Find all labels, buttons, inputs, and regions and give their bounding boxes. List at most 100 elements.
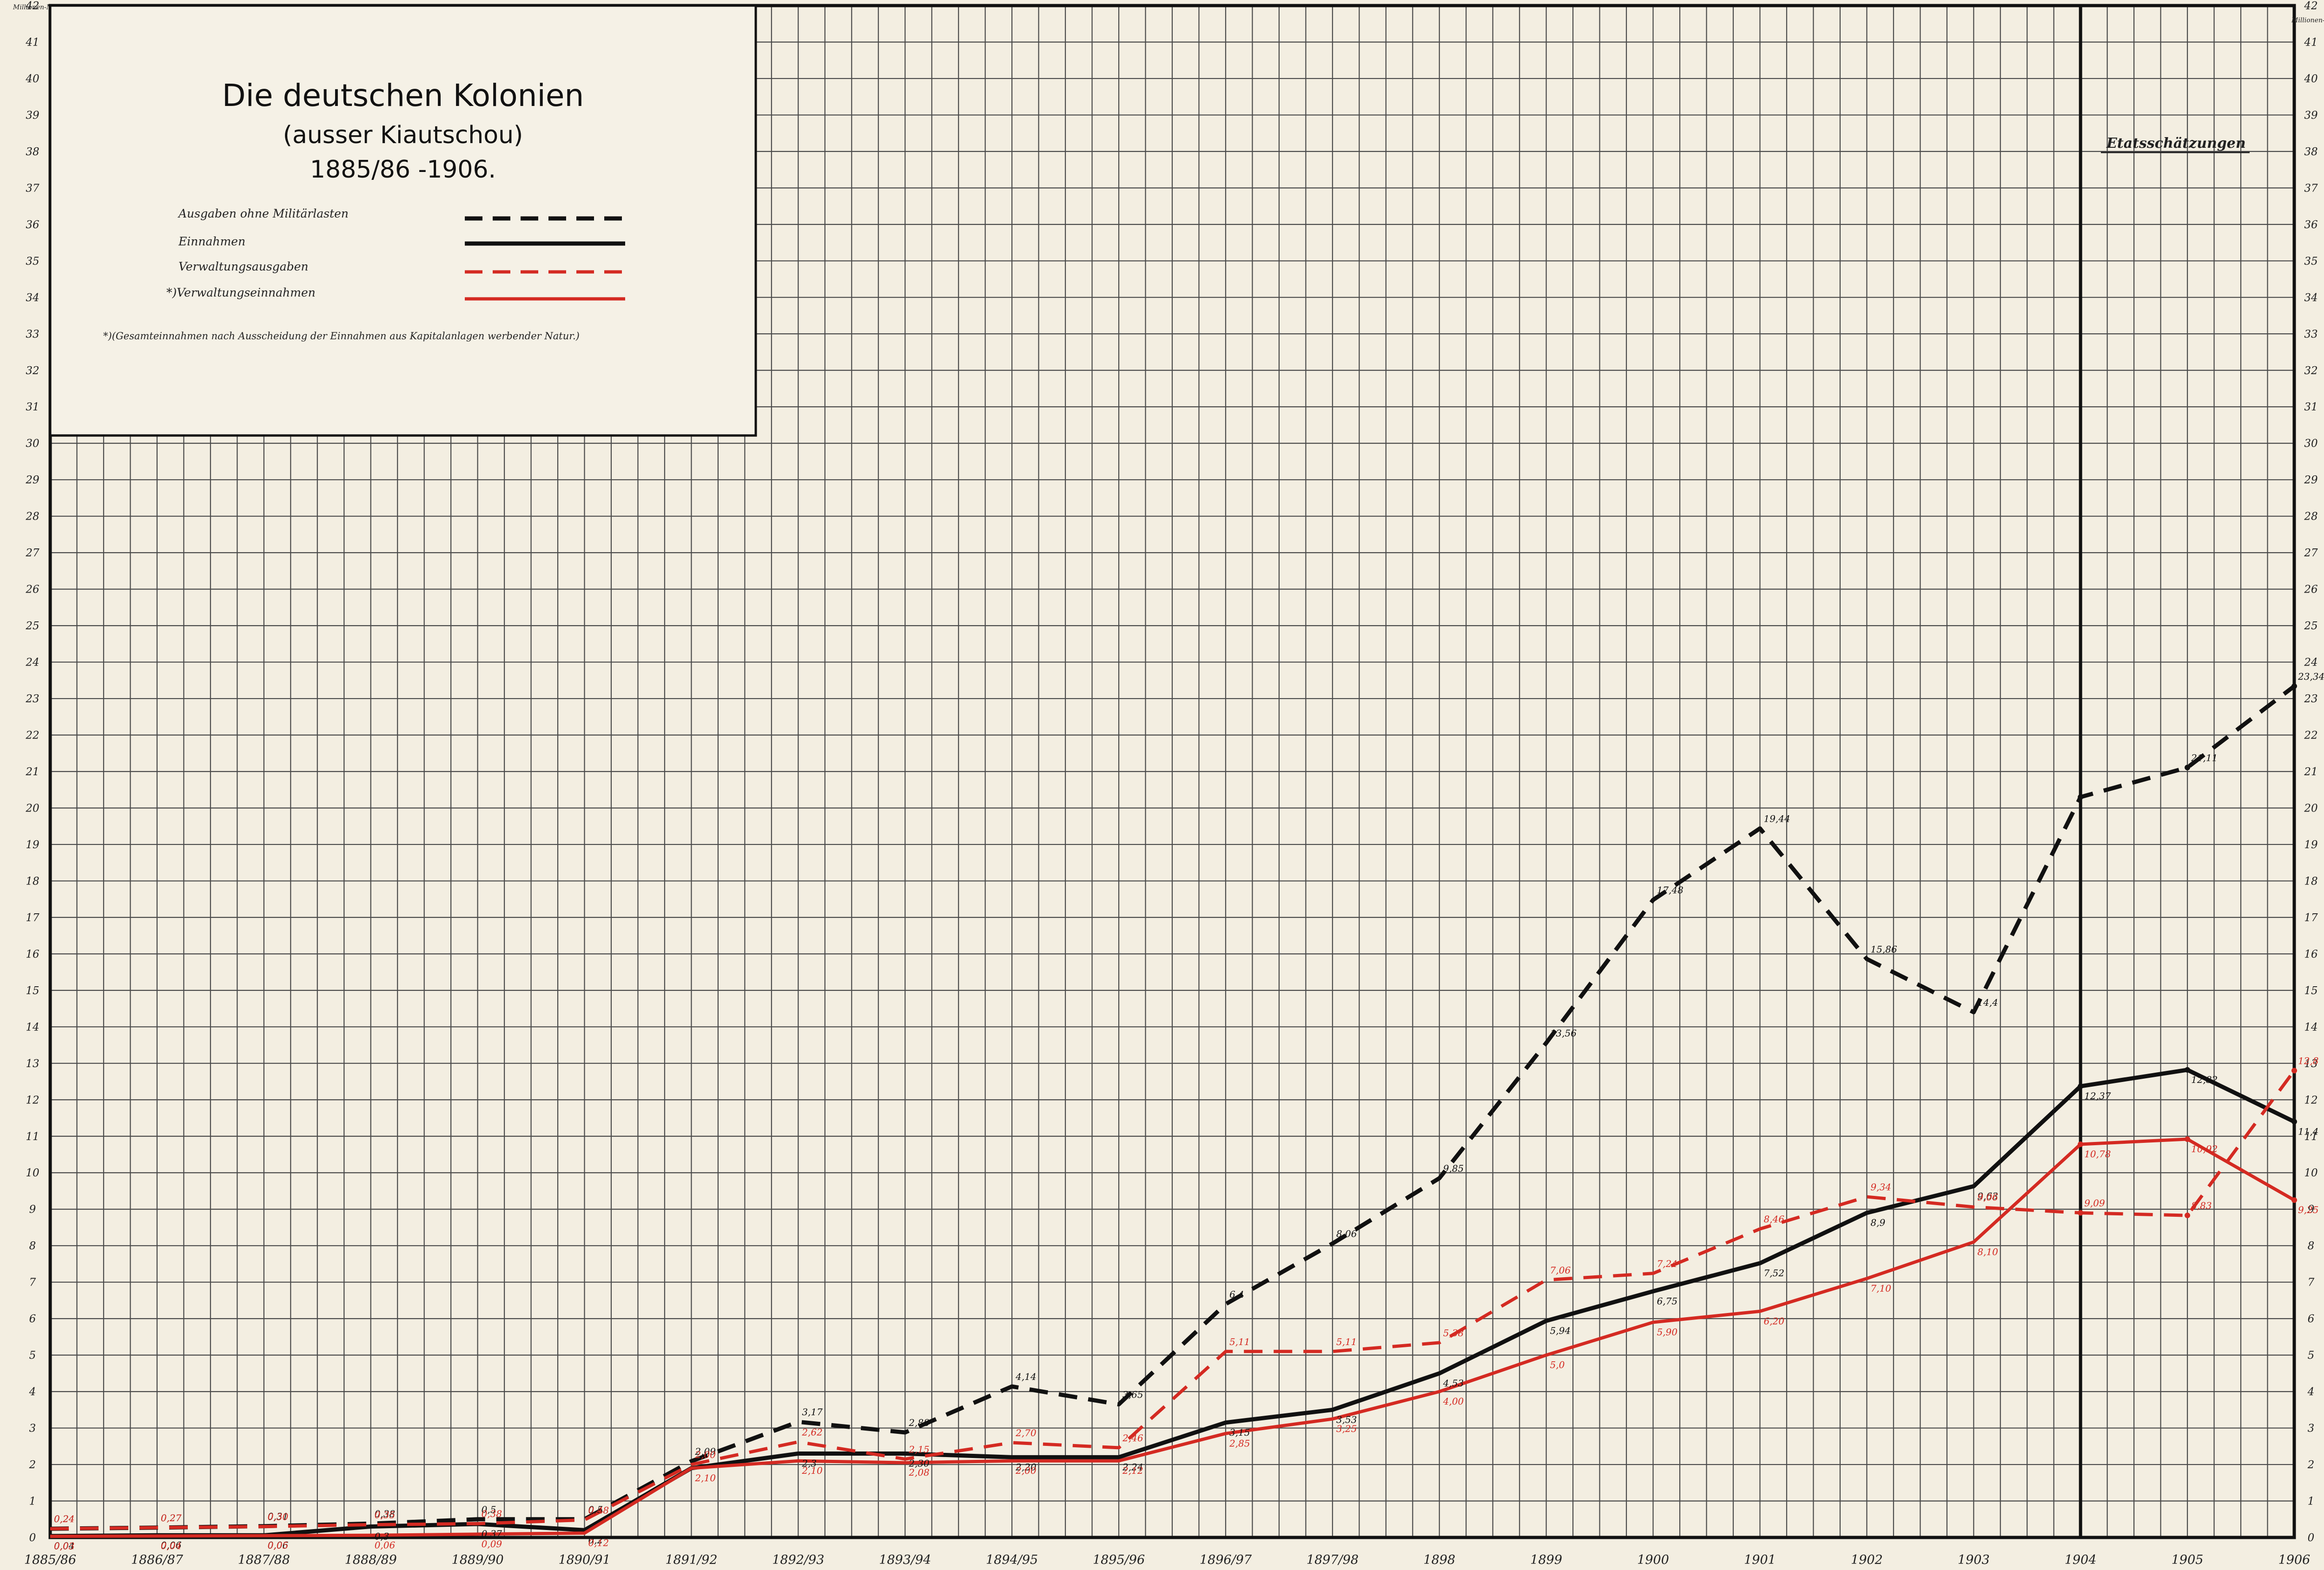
y-tick-label-left: 42 [25, 0, 39, 12]
y-tick-label-left: 8 [29, 1240, 36, 1252]
data-label: 3,25 [1336, 1423, 1357, 1434]
y-tick-label-left: 13 [26, 1058, 39, 1070]
data-label: 3,15 [1229, 1427, 1250, 1438]
data-label: 2,20 [1015, 1461, 1037, 1472]
x-tick-label: 1893/94 [879, 1553, 931, 1567]
data-label: 7,06 [1550, 1265, 1571, 1276]
y-tick-label-left: 5 [29, 1350, 36, 1362]
data-label: 19,44 [1763, 813, 1790, 824]
data-point [2291, 683, 2297, 689]
y-tick-label-left: 40 [25, 73, 39, 85]
y-tick-label-right: 39 [2304, 109, 2317, 121]
data-label: 11,4 [2298, 1126, 2319, 1137]
data-label: 2,10 [694, 1472, 716, 1484]
data-label: 15,86 [1870, 943, 1897, 955]
data-label: 0,48 [588, 1504, 609, 1516]
x-tick-label: 1902 [1851, 1553, 1883, 1567]
y-tick-label-right: 28 [2304, 511, 2317, 523]
x-tick-label: 1904 [2065, 1553, 2097, 1567]
y-axis-left: 0123456789101112131415161718192021222324… [25, 0, 40, 1544]
data-label: 9,34 [1870, 1181, 1891, 1193]
y-tick-label-right: 1 [2308, 1496, 2315, 1508]
y-tick-label-left: 41 [25, 36, 39, 48]
data-label: 7,52 [1763, 1267, 1784, 1279]
x-tick-label: 1897/98 [1307, 1553, 1359, 1567]
legend-label-verwaltungsausgaben: Verwaltungsausgaben [178, 260, 309, 273]
data-label: 8,46 [1763, 1214, 1784, 1225]
y-tick-label-right: 19 [2304, 839, 2317, 851]
y-tick-label-left: 26 [25, 584, 39, 596]
series-line-3 [50, 1137, 2295, 1538]
y-tick-label-left: 29 [25, 474, 39, 486]
y-tick-label-left: 7 [29, 1277, 36, 1289]
y-tick-label-left: 23 [25, 693, 39, 705]
data-label: 2,30 [908, 1458, 930, 1469]
y-tick-label-right: 16 [2304, 948, 2317, 960]
data-point [2291, 1119, 2297, 1125]
data-label: 5,90 [1657, 1326, 1678, 1338]
y-tick-label-right: 32 [2304, 365, 2317, 377]
data-label: 17,48 [1657, 884, 1684, 896]
data-label-layer: 0,24 0,27 0,31 0,38 0,5 0,52,093,172,884,143,… [54, 671, 2324, 1551]
x-tick-label: 1900 [1637, 1553, 1669, 1567]
y-tick-label-right: 4 [2307, 1386, 2315, 1398]
data-label: 0,06 [268, 1539, 289, 1550]
x-tick-label: 1885/86 [24, 1553, 76, 1567]
data-label: 8,06 [1336, 1228, 1357, 1239]
y-tick-label-left: 28 [25, 511, 39, 523]
y-tick-label-left: 38 [26, 146, 39, 158]
data-label: 0,5 [588, 1504, 603, 1515]
y-tick-label-right: 5 [2308, 1350, 2315, 1362]
data-point [2291, 1068, 2297, 1074]
x-tick-label: 1888/89 [345, 1553, 397, 1567]
x-tick-label: 1901 [1744, 1553, 1776, 1567]
data-label: 2,3 [801, 1458, 817, 1469]
y-tick-label-right: 15 [2304, 985, 2317, 997]
legend-label-einnahmen: Einnahmen [178, 235, 245, 248]
x-tick-label: 1896/97 [1200, 1553, 1252, 1567]
y-tick-label-left: 27 [25, 547, 40, 559]
y-tick-label-right: 13 [2304, 1058, 2317, 1070]
y-tick-label-left: 21 [25, 766, 39, 778]
y-tick-label-left: 20 [25, 802, 39, 814]
y-axis-right: 0123456789101112131415161718192021222324… [2304, 0, 2318, 1544]
y-tick-label-right: 0 [2308, 1532, 2315, 1544]
y-tick-label-right: 38 [2304, 146, 2317, 158]
data-label: 5,11 [1229, 1336, 1250, 1347]
data-label: 0,05 [268, 1540, 289, 1551]
data-label: 2,12 [1122, 1465, 1143, 1476]
y-tick-label-left: 3 [29, 1423, 36, 1435]
data-label: 5,0 [1550, 1359, 1565, 1371]
x-tick-label: 1887/88 [238, 1553, 290, 1567]
data-label: 2,24 [1122, 1461, 1143, 1472]
y-tick-label-right: 31 [2304, 401, 2317, 413]
data-label: 4,14 [1015, 1371, 1037, 1382]
y-tick-label-left: 15 [26, 985, 39, 997]
y-tick-label-right: 6 [2308, 1313, 2315, 1325]
y-tick-label-right: 22 [2304, 730, 2317, 742]
data-label: 0,06 [161, 1539, 182, 1550]
y-tick-label-left: 6 [29, 1313, 36, 1325]
data-label: 0,27 [161, 1512, 182, 1524]
y-tick-label-right: 37 [2304, 182, 2318, 194]
y-tick-label-right: 9 [2308, 1204, 2315, 1216]
data-label: 0,06 [375, 1539, 396, 1550]
data-label: 0,24 [54, 1513, 75, 1524]
data-label: 2,88 [908, 1417, 930, 1428]
x-tick-label: 1891/92 [665, 1553, 717, 1567]
y-tick-label-right: 12 [2304, 1094, 2317, 1106]
y-tick-label-left: 19 [26, 839, 39, 851]
x-axis: 1885/86 1886/87 1887/88 1888/89 1889/90 1890/… [24, 1553, 2310, 1567]
data-label: 6,75 [1657, 1295, 1678, 1306]
data-label: 2,00 [1015, 1465, 1037, 1476]
data-label: 3,17 [802, 1406, 823, 1418]
data-point [2078, 794, 2084, 800]
x-tick-label: 1905 [2172, 1553, 2204, 1567]
y-tick-label-right: 14 [2304, 1021, 2317, 1033]
y-tick-label-right: 26 [2304, 584, 2317, 596]
data-label: 12,82 [2191, 1074, 2218, 1085]
data-label: 8,9 [1870, 1217, 1885, 1228]
y-tick-label-right: 23 [2304, 693, 2317, 705]
series-layer [50, 683, 2297, 1538]
